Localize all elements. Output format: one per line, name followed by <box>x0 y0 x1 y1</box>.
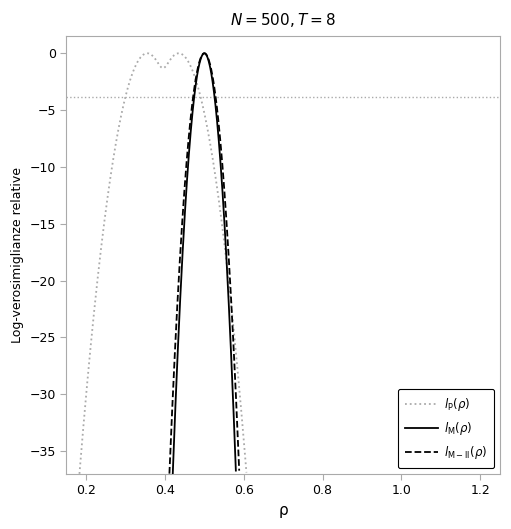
Y-axis label: Log-verosimiglianze relative: Log-verosimiglianze relative <box>11 167 24 343</box>
$l_\mathrm{M-II}(\rho)$ <box>193 77 199 84</box>
$l_\mathrm{P}(\rho)$ <box>168 56 174 62</box>
$l_\mathrm{M-II}(\rho)$ <box>201 50 207 57</box>
Line: $l_\mathrm{M-II}(\rho)$: $l_\mathrm{M-II}(\rho)$ <box>170 53 239 473</box>
$l_\mathrm{M-II}(\rho)$ <box>236 468 242 474</box>
Legend: $l_\mathrm{P}(\rho)$, $l_\mathrm{M}(\rho)$, $l_\mathrm{M-II}(\rho)$: $l_\mathrm{P}(\rho)$, $l_\mathrm{M}(\rho… <box>398 389 494 468</box>
$l_\mathrm{M}(\rho)$ <box>201 50 207 57</box>
$l_\mathrm{M}(\rho)$ <box>233 468 239 474</box>
$l_\mathrm{M}(\rho)$ <box>192 91 198 97</box>
$l_\mathrm{M-II}(\rho)$ <box>167 470 173 477</box>
$l_\mathrm{P}(\rho)$ <box>99 241 105 247</box>
$l_\mathrm{M-II}(\rho)$ <box>219 153 225 159</box>
$l_\mathrm{P}(\rho)$ <box>133 62 139 69</box>
$l_\mathrm{M-II}(\rho)$ <box>192 83 198 89</box>
X-axis label: ρ: ρ <box>278 503 288 518</box>
$l_\mathrm{M}(\rho)$ <box>170 471 176 477</box>
$l_\mathrm{P}(\rho)$ <box>105 194 111 200</box>
$l_\mathrm{P}(\rho)$ <box>176 50 182 57</box>
Line: $l_\mathrm{P}(\rho)$: $l_\mathrm{P}(\rho)$ <box>79 53 246 474</box>
$l_\mathrm{M-II}(\rho)$ <box>212 86 218 92</box>
$l_\mathrm{P}(\rho)$ <box>243 469 249 476</box>
$l_\mathrm{M-II}(\rho)$ <box>202 51 208 57</box>
$l_\mathrm{M}(\rho)$ <box>216 145 222 152</box>
$l_\mathrm{P}(\rho)$ <box>149 52 155 58</box>
$l_\mathrm{M}(\rho)$ <box>212 96 218 103</box>
$l_\mathrm{P}(\rho)$ <box>164 61 170 67</box>
$l_\mathrm{M}(\rho)$ <box>223 252 229 258</box>
$l_\mathrm{P}(\rho)$ <box>76 471 82 477</box>
$l_\mathrm{M}(\rho)$ <box>208 70 215 77</box>
Title: $N = 500, T = 8$: $N = 500, T = 8$ <box>230 11 336 29</box>
$l_\mathrm{M}(\rho)$ <box>211 90 217 96</box>
$l_\mathrm{M-II}(\rho)$ <box>178 230 184 236</box>
Line: $l_\mathrm{M}(\rho)$: $l_\mathrm{M}(\rho)$ <box>173 53 236 474</box>
